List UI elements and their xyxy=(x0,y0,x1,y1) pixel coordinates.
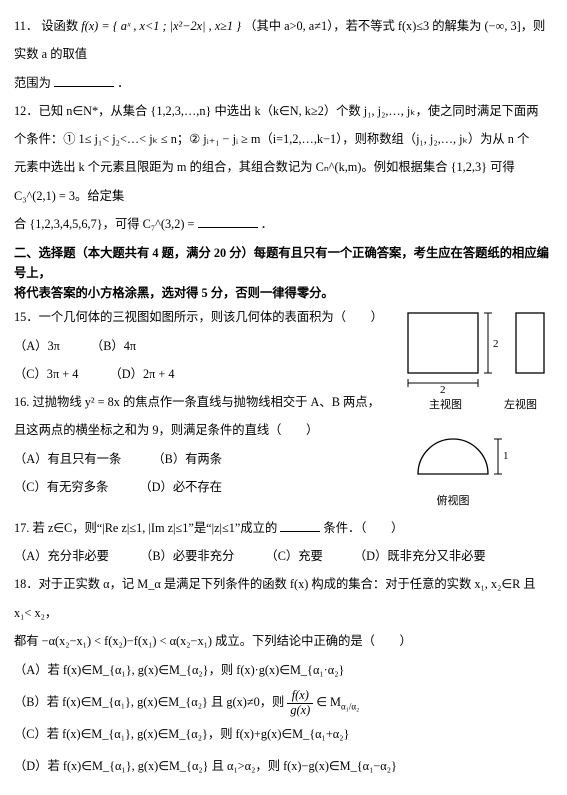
section2-t1: 二、选择题（本大题共有 4 题，满分 20 分）每题有且只有一个正确答案，考生应… xyxy=(14,244,553,283)
q18-A[interactable]: （A）若 f(x)∈M_{α₁}, g(x)∈M_{α₂}，则 f(x)·g(x… xyxy=(14,655,553,687)
q15-A[interactable]: （A）3π xyxy=(14,332,60,360)
q12-blank[interactable] xyxy=(198,215,258,228)
q11-text-a: 设函数 xyxy=(41,19,81,33)
q18-C[interactable]: （C）若 f(x)∈M_{α₁}, g(x)∈M_{α₂}，则 f(x)+g(x… xyxy=(14,719,553,751)
q16-B[interactable]: （B）有两条 xyxy=(152,445,222,473)
q17-a: 17. 若 z∈C，则“|Re z|≤1, |Im z|≤1”是“|z|≤1”成… xyxy=(14,521,277,535)
q18-B-a: （B）若 f(x)∈M_{α₁}, g(x)∈M_{α₂} 且 g(x)≠0，则 xyxy=(14,695,287,709)
q12-num: 12． xyxy=(14,104,39,118)
q18-l1: 18．对于正实数 α，记 M_α 是满足下列条件的函数 f(x) 构成的集合：对… xyxy=(14,570,553,627)
q18-B[interactable]: （B）若 f(x)∈M_{α₁}, g(x)∈M_{α₂} 且 g(x)≠0，则… xyxy=(14,687,553,719)
q18-B-frac: f(x) g(x) xyxy=(287,689,313,717)
q17-D[interactable]: （D）既非充分又非必要 xyxy=(354,542,486,570)
q17-b: 条件．（ ） xyxy=(323,521,403,535)
frac-n: f(x) xyxy=(287,689,313,704)
q18-l2: 都有 −α(x₂−x₁) < f(x₂)−f(x₁) < α(x₂−x₁) 成立… xyxy=(14,627,553,655)
frac-d: g(x) xyxy=(287,704,313,718)
q11-line2: 范围为 ． xyxy=(14,69,553,97)
left-label: 左视图 xyxy=(493,393,548,418)
q15-B[interactable]: （B）4π xyxy=(91,332,136,360)
q16-A[interactable]: （A）有且只有一条 xyxy=(14,445,121,473)
q16-C[interactable]: （C）有无穷多条 xyxy=(14,473,108,501)
section2-title: 二、选择题（本大题共有 4 题，满分 20 分）每题有且只有一个正确答案，考生应… xyxy=(14,244,553,303)
q17-opts: （A）充分非必要 （B）必要非充分 （C）充要 （D）既非充分又非必要 xyxy=(14,542,553,570)
dim-1: 1 xyxy=(503,450,509,462)
q17-blank[interactable] xyxy=(280,519,320,532)
top-view-svg: 1 xyxy=(398,419,553,489)
q17-A[interactable]: （A）充分非必要 xyxy=(14,542,109,570)
dim-v: 2 xyxy=(493,338,499,350)
q11: 11． 设函数 f(x) = { aˣ , x<1 ; |x²−2x| , x≥… xyxy=(14,12,553,69)
q11-p2: 范围为 xyxy=(14,76,51,90)
q18-B-b: ∈ M xyxy=(316,695,341,709)
q17-C[interactable]: （C）充要 xyxy=(265,542,322,570)
q12-t1: 已知 n∈N*，从集合 {1,2,3,…,n} 中选出 k（k∈N, k≥2）个… xyxy=(39,104,539,118)
q11-num: 11． xyxy=(14,19,38,33)
q12-l4b: ． xyxy=(261,217,273,231)
q12-l4: 合 {1,2,3,4,5,6,7}，可得 C₇^(3,2) = ． xyxy=(14,210,553,238)
q15-C[interactable]: （C）3π + 4 xyxy=(14,360,78,388)
q12-l3: 元素中选出 k 个元素且限距为 m 的组合，其组合数记为 Cₙ^(k,m)。例如… xyxy=(14,153,553,210)
q11-period: ． xyxy=(117,76,129,90)
q11-blank[interactable] xyxy=(54,73,114,86)
q17-B[interactable]: （B）必要非充分 xyxy=(140,542,234,570)
front-label: 主视图 xyxy=(398,393,493,418)
q18-B-sub: α₁/α₂ xyxy=(341,702,359,712)
q12-l4a: 合 {1,2,3,4,5,6,7}，可得 C₇^(3,2) = xyxy=(14,217,194,231)
figure-panel: 2 2 主视图 左视图 1 俯视图 xyxy=(398,303,553,514)
q16-D[interactable]: （D）必不存在 xyxy=(139,473,222,501)
q18-D[interactable]: （D）若 f(x)∈M_{α₁}, g(x)∈M_{α₂} 且 α₁>α₂，则 … xyxy=(14,751,553,783)
q12-l2: 个条件：① 1≤ j₁< j₂<…< jₖ ≤ n；② jᵢ₊₁ − jᵢ ≥ … xyxy=(14,125,553,153)
q15-D[interactable]: （D）2π + 4 xyxy=(109,360,174,388)
q17-stem: 17. 若 z∈C，则“|Re z|≤1, |Im z|≤1”是“|z|≤1”成… xyxy=(14,514,553,542)
q11-func: f(x) = { aˣ , x<1 ; |x²−2x| , x≥1 } xyxy=(81,19,241,33)
q12-l1: 12．已知 n∈N*，从集合 {1,2,3,…,n} 中选出 k（k∈N, k≥… xyxy=(14,97,553,125)
top-label: 俯视图 xyxy=(398,489,508,514)
front-left-view-svg: 2 2 xyxy=(398,303,553,393)
section2-t2: 将代表答案的小方格涂黑，选对得 5 分，否则一律得零分。 xyxy=(14,284,553,304)
dim-h: 2 xyxy=(440,384,446,393)
